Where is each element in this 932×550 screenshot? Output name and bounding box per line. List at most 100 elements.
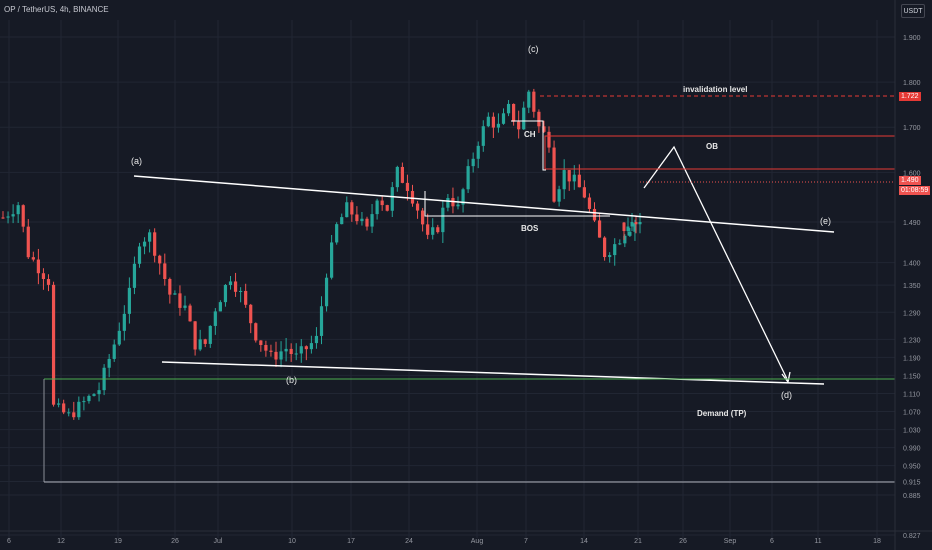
candle-body: [628, 231, 632, 236]
candle-body: [249, 304, 253, 324]
candle-body: [592, 208, 597, 221]
candle-body: [441, 207, 445, 233]
candle-body: [87, 395, 91, 402]
y-tick-16: 0.915: [903, 479, 921, 486]
candle-body: [335, 224, 339, 243]
candle-body: [466, 166, 470, 190]
candle-body: [380, 200, 384, 206]
x-tick-14: 6: [770, 538, 774, 545]
candle-body: [471, 158, 475, 167]
candle-body: [491, 116, 495, 128]
candle-body: [314, 335, 319, 344]
y-tick-2: 1.700: [903, 125, 921, 132]
candle-body: [405, 182, 410, 191]
candle-body: [456, 204, 460, 207]
x-tick-16: 18: [873, 538, 881, 545]
candle-body: [395, 166, 399, 188]
price-axis: 1.9001.8001.7001.6001.4901.4001.3501.290…: [894, 0, 921, 550]
candle-body: [228, 281, 233, 286]
candle-body: [512, 103, 516, 122]
wave-label-d: (d): [781, 390, 792, 400]
candle-body: [193, 321, 197, 350]
candle-body: [117, 330, 121, 345]
x-tick-6: 17: [347, 538, 355, 545]
candle-body: [188, 305, 192, 322]
candle-body: [132, 263, 137, 288]
candle-body: [153, 232, 157, 256]
candle-body: [436, 227, 440, 233]
candle-body: [51, 284, 56, 405]
candle-body: [6, 216, 10, 218]
currency-button[interactable]: USDT: [901, 4, 925, 18]
candle-body: [1, 217, 5, 219]
last-candle-body: [622, 222, 626, 232]
candle-body: [203, 339, 207, 344]
candle-body: [183, 305, 187, 308]
candle-body: [82, 401, 86, 403]
candle-body: [223, 285, 228, 303]
candle-body: [618, 243, 622, 245]
candle-body: [173, 293, 177, 295]
candle-body: [279, 351, 283, 360]
candle-body: [239, 290, 243, 292]
candle-body: [324, 277, 329, 307]
candle-body: [97, 390, 101, 395]
y-tick-3: 1.600: [903, 170, 921, 177]
y-tick-18: 0.827: [903, 533, 921, 540]
candle-body: [476, 145, 480, 159]
wave-label-b: (b): [286, 375, 297, 385]
candle-body: [426, 224, 430, 235]
candle-body: [345, 202, 349, 218]
candle-body: [127, 287, 131, 314]
candle-body: [299, 346, 303, 354]
x-tick-15: 11: [814, 538, 821, 545]
demand-label: Demand (TP): [697, 409, 747, 418]
candle-body: [92, 394, 96, 396]
y-tick-15: 0.950: [903, 464, 921, 471]
current-price-tag: 1.490: [899, 176, 921, 185]
candle-body: [294, 353, 298, 355]
wave-label-e: (e): [820, 216, 831, 226]
candle-body: [26, 226, 30, 258]
candle-body: [603, 237, 607, 258]
candle-body: [613, 244, 617, 256]
candle-body: [542, 126, 546, 132]
last-candle-body: [638, 222, 642, 225]
y-tick-10: 1.150: [903, 373, 921, 380]
candle-body: [233, 281, 238, 292]
countdown-tag: 01:08:59: [899, 186, 931, 195]
candle-body: [421, 210, 425, 225]
candle-body: [370, 214, 374, 227]
time-axis: 6 12 19 26 Jul 10 17 24 Aug 7 14 21 26 Sep 6 11 18: [0, 530, 932, 545]
projection-path: [643, 145, 789, 382]
lower-trend-line: [161, 361, 825, 385]
candle-body: [269, 350, 273, 352]
candle-body: [36, 259, 40, 274]
candle-body: [72, 412, 76, 418]
candle-body: [410, 190, 415, 204]
candle-body: [107, 358, 111, 368]
wave-label-c: (c): [528, 44, 539, 54]
y-tick-14: 0.990: [903, 446, 921, 453]
candle-body: [122, 313, 126, 331]
candle-body: [289, 348, 293, 355]
candle-body: [375, 200, 379, 215]
candle-body: [57, 403, 61, 405]
last-candle-body: [626, 226, 630, 232]
ob-label: OB: [706, 142, 718, 151]
candle-body: [415, 203, 420, 211]
candle-body: [244, 290, 248, 305]
candle-body: [390, 187, 394, 211]
candle-body: [400, 166, 404, 183]
ch-label: CH: [524, 130, 536, 139]
grid-lines: [0, 20, 895, 538]
y-tick-0: 1.900: [903, 35, 921, 42]
candle-body: [517, 121, 521, 130]
candle-body: [501, 113, 506, 124]
candle-body: [360, 218, 364, 222]
candle-body: [330, 242, 334, 278]
candle-body: [557, 189, 561, 202]
y-tick-1: 1.800: [903, 80, 921, 87]
y-tick-5: 1.400: [903, 261, 921, 268]
